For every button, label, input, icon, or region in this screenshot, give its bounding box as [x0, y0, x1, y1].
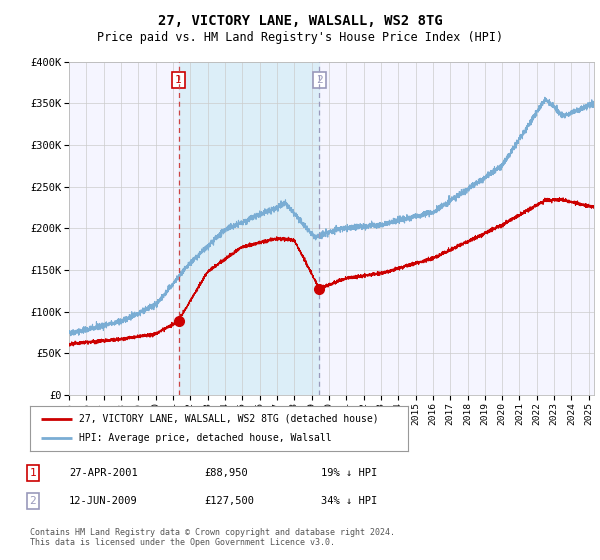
- Text: Contains HM Land Registry data © Crown copyright and database right 2024.
This d: Contains HM Land Registry data © Crown c…: [30, 528, 395, 547]
- Text: 34% ↓ HPI: 34% ↓ HPI: [321, 496, 377, 506]
- Text: £88,950: £88,950: [204, 468, 248, 478]
- Text: HPI: Average price, detached house, Walsall: HPI: Average price, detached house, Wals…: [79, 433, 332, 444]
- Text: 27-APR-2001: 27-APR-2001: [69, 468, 138, 478]
- Text: 27, VICTORY LANE, WALSALL, WS2 8TG: 27, VICTORY LANE, WALSALL, WS2 8TG: [158, 14, 442, 28]
- Bar: [179, 62, 319, 395]
- Text: 2: 2: [29, 496, 37, 506]
- Text: 12-JUN-2009: 12-JUN-2009: [69, 496, 138, 506]
- Text: 19% ↓ HPI: 19% ↓ HPI: [321, 468, 377, 478]
- Text: 1: 1: [29, 468, 37, 478]
- Text: £127,500: £127,500: [204, 496, 254, 506]
- Text: 1: 1: [175, 75, 182, 85]
- Text: 27, VICTORY LANE, WALSALL, WS2 8TG (detached house): 27, VICTORY LANE, WALSALL, WS2 8TG (deta…: [79, 413, 379, 423]
- Text: 2: 2: [316, 75, 323, 85]
- Text: Price paid vs. HM Land Registry's House Price Index (HPI): Price paid vs. HM Land Registry's House …: [97, 31, 503, 44]
